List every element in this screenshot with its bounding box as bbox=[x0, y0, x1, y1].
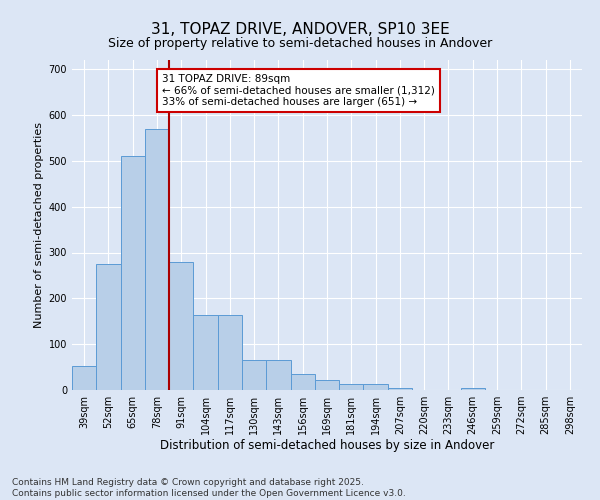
Bar bbox=[96, 264, 121, 390]
Bar bbox=[315, 380, 339, 390]
X-axis label: Distribution of semi-detached houses by size in Andover: Distribution of semi-detached houses by … bbox=[160, 438, 494, 452]
Bar bbox=[121, 156, 145, 390]
Text: Size of property relative to semi-detached houses in Andover: Size of property relative to semi-detach… bbox=[108, 38, 492, 51]
Bar bbox=[388, 388, 412, 390]
Bar bbox=[364, 384, 388, 390]
Bar bbox=[169, 262, 193, 390]
Text: Contains HM Land Registry data © Crown copyright and database right 2025.
Contai: Contains HM Land Registry data © Crown c… bbox=[12, 478, 406, 498]
Bar bbox=[266, 360, 290, 390]
Bar bbox=[145, 128, 169, 390]
Bar bbox=[218, 316, 242, 390]
Bar bbox=[290, 374, 315, 390]
Bar bbox=[242, 360, 266, 390]
Text: 31 TOPAZ DRIVE: 89sqm
← 66% of semi-detached houses are smaller (1,312)
33% of s: 31 TOPAZ DRIVE: 89sqm ← 66% of semi-deta… bbox=[162, 74, 435, 107]
Bar bbox=[339, 384, 364, 390]
Bar bbox=[193, 316, 218, 390]
Bar bbox=[461, 388, 485, 390]
Bar bbox=[72, 366, 96, 390]
Text: 31, TOPAZ DRIVE, ANDOVER, SP10 3EE: 31, TOPAZ DRIVE, ANDOVER, SP10 3EE bbox=[151, 22, 449, 38]
Y-axis label: Number of semi-detached properties: Number of semi-detached properties bbox=[34, 122, 44, 328]
